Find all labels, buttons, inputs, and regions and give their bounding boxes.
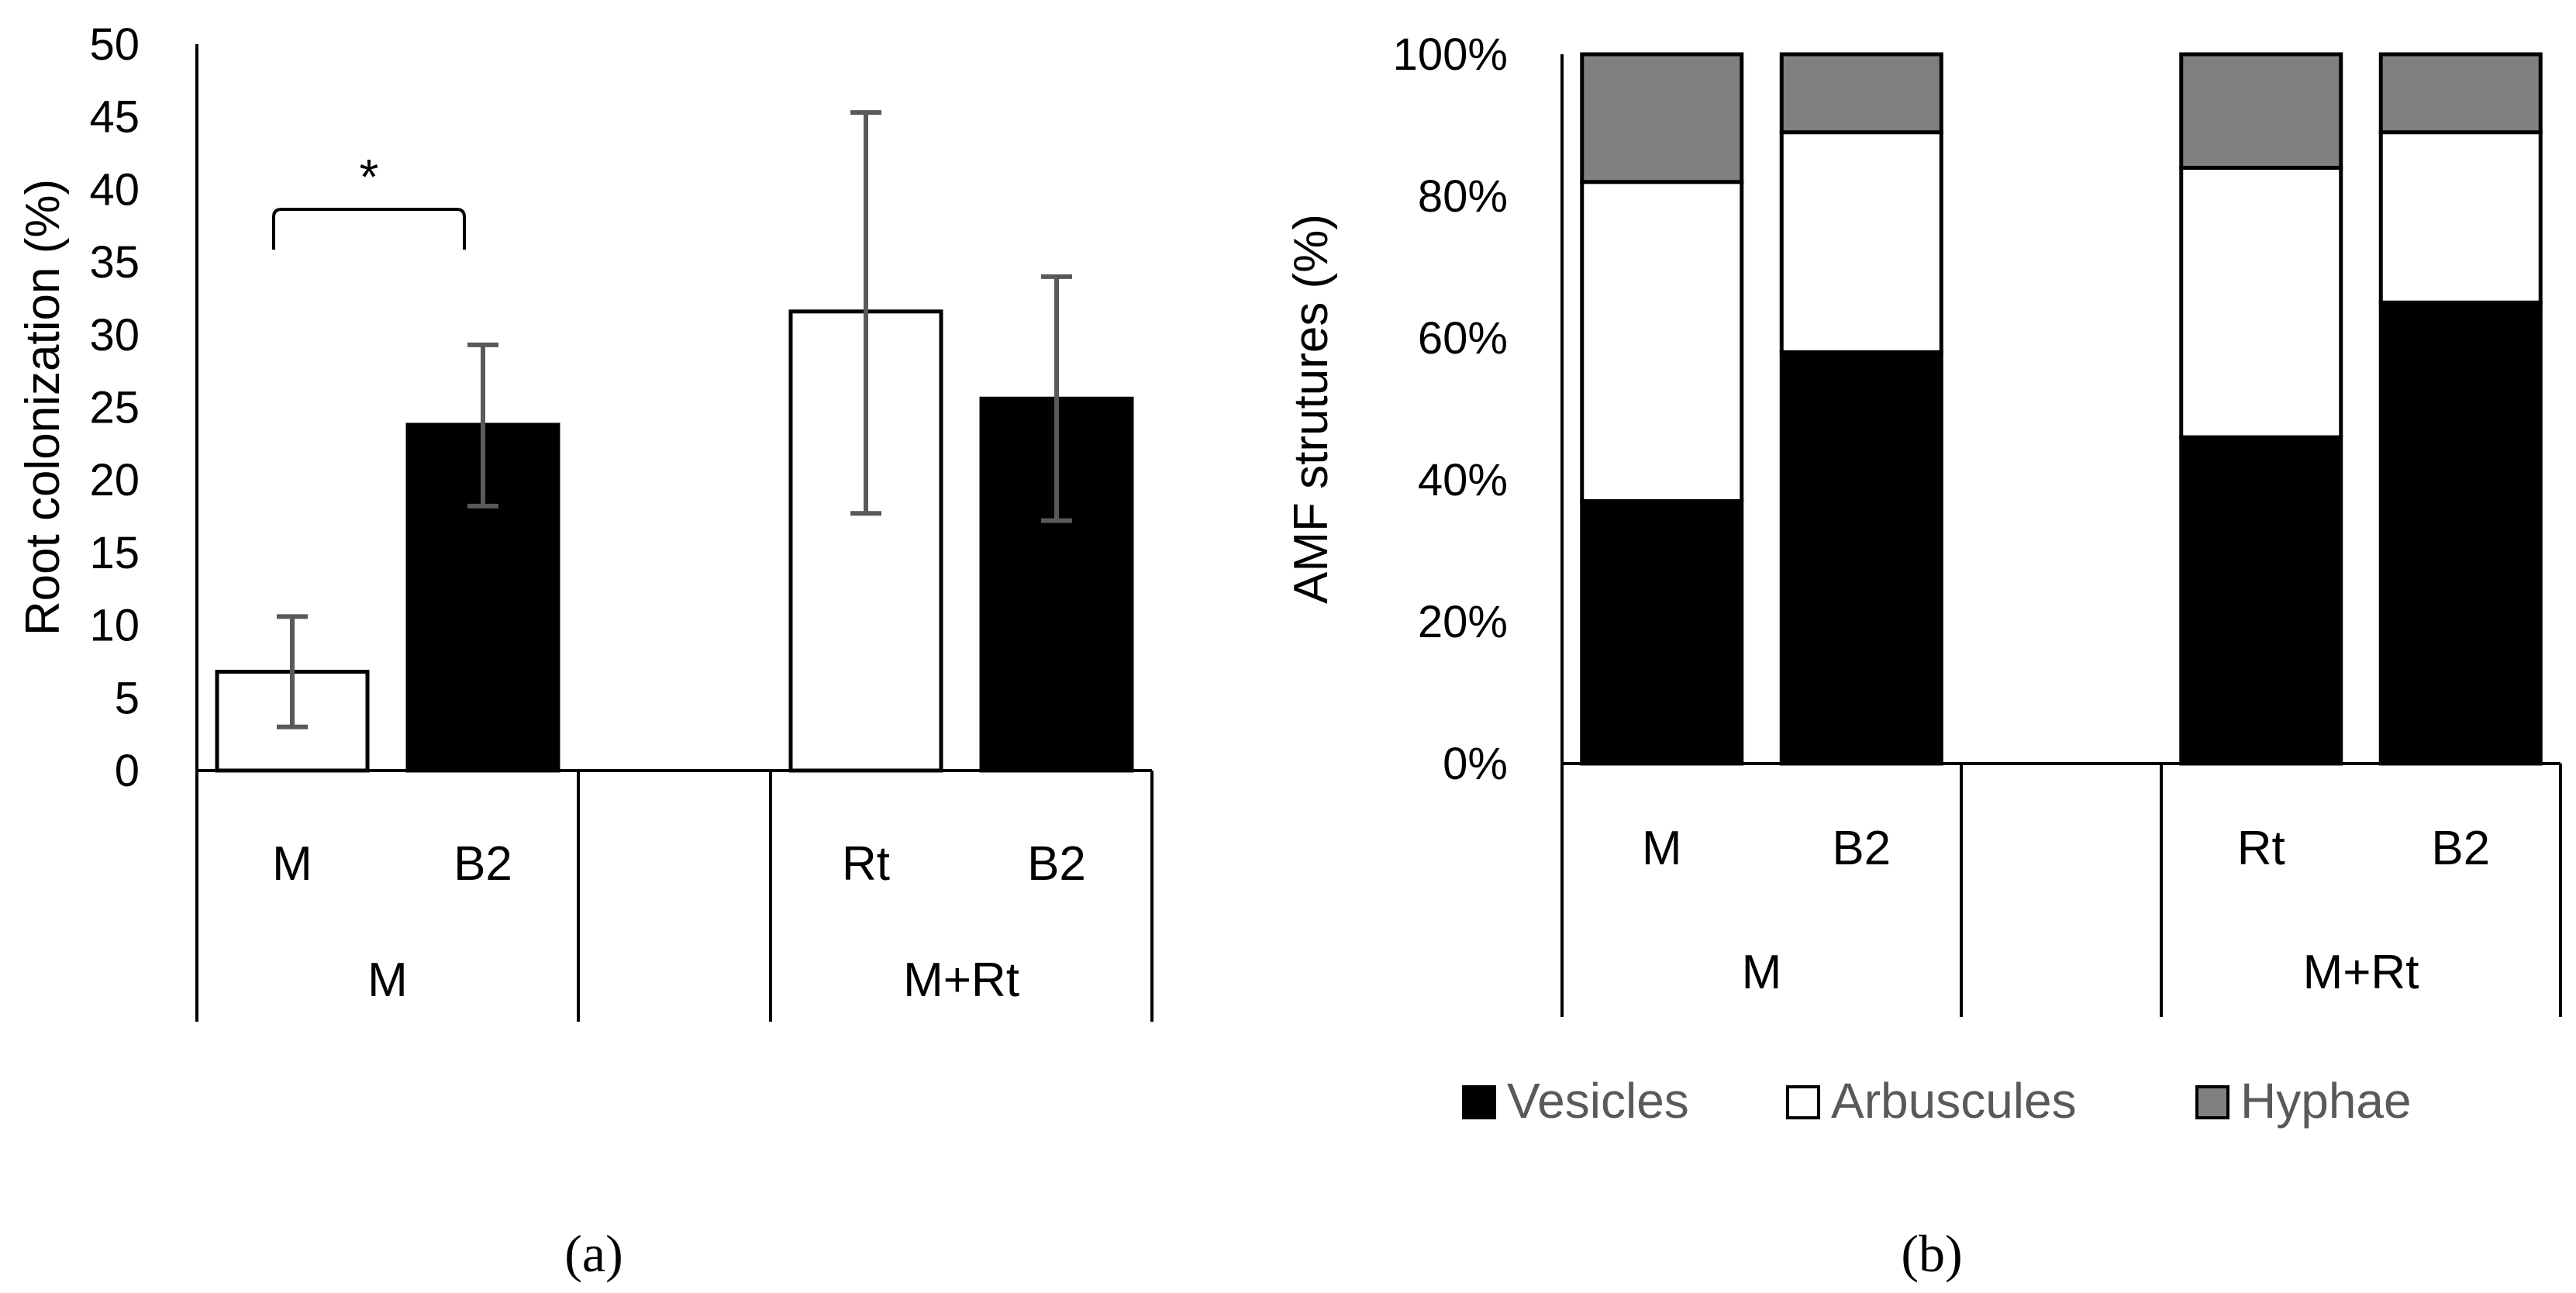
y-tick-label: 35: [89, 237, 140, 288]
y-tick-label: 40: [89, 164, 140, 215]
y-tick-label: 10: [89, 601, 140, 651]
legend-swatch-vesicles: [1462, 1085, 1496, 1119]
legend-label-vesicles: Vesicles: [1507, 1073, 1689, 1129]
bar-segment-hyphae: [1779, 52, 1943, 135]
category-label: B2: [1027, 837, 1086, 891]
y-tick-label: 80%: [1418, 171, 1508, 222]
significance-star: *: [360, 149, 379, 205]
y-tick-label: 20: [89, 455, 140, 505]
bar-segment-vesicles: [2179, 435, 2343, 766]
bar-segment-vesicles: [1779, 350, 1943, 766]
group-label: M+Rt: [2303, 946, 2419, 999]
panel-a: 0 5 10 15 20 25 30 35 40 45 50 Root colonization (%…: [16, 19, 1154, 1283]
category-label: B2: [2431, 822, 2490, 875]
y-tick-label: 25: [89, 383, 140, 433]
bar-segment-hyphae: [1580, 52, 1744, 184]
bar-segment-vesicles: [2378, 300, 2543, 766]
category-label: M: [272, 837, 312, 891]
bar-segment-arbuscules: [2179, 165, 2343, 440]
category-label: Rt: [842, 837, 890, 891]
legend-label-arbuscules: Arbuscules: [1831, 1073, 2077, 1129]
y-tick-label: 0%: [1443, 739, 1508, 789]
category-label: B2: [453, 837, 512, 891]
panel-label-b: (b): [1901, 1224, 1962, 1283]
y-tick-label: 0: [115, 746, 140, 796]
bar-segment-arbuscules: [1580, 180, 1744, 503]
category-label: Rt: [2237, 822, 2285, 875]
group-label: M: [367, 953, 408, 1007]
bar-segment-vesicles: [1580, 498, 1744, 766]
panel-label-a: (a): [564, 1224, 622, 1283]
significance-bracket: [272, 208, 466, 250]
bar-segment-arbuscules: [1779, 130, 1943, 354]
legend-swatch-hyphae: [2195, 1085, 2229, 1119]
bar-segment-hyphae: [2378, 52, 2543, 135]
category-label: B2: [1832, 822, 1891, 875]
bar-segment-arbuscules: [2378, 130, 2543, 305]
y-tick-label: 5: [115, 673, 140, 723]
y-tick-label: 50: [89, 19, 140, 70]
group-label: M+Rt: [903, 953, 1019, 1007]
y-tick-label: 60%: [1418, 313, 1508, 364]
group-label: M: [1742, 946, 1782, 999]
legend-swatch-arbuscules: [1786, 1085, 1820, 1119]
y-tick-label: 20%: [1418, 597, 1508, 647]
y-tick-label: 45: [89, 92, 140, 143]
y-tick-label: 40%: [1418, 455, 1508, 505]
bar-segment-hyphae: [2179, 52, 2343, 170]
panel-b: 0% 20% 40% 60% 80% 100% AMF strutures (%) M B2 M R…: [1285, 29, 2562, 1283]
y-tick-label: 15: [89, 528, 140, 578]
y-axis-label: AMF strutures (%): [1285, 214, 1338, 604]
legend-label-hyphae: Hyphae: [2240, 1073, 2412, 1129]
y-axis-label: Root colonization (%): [16, 179, 70, 636]
category-label: M: [1642, 822, 1682, 875]
y-tick-label: 30: [89, 310, 140, 360]
y-tick-label: 100%: [1393, 29, 1508, 80]
